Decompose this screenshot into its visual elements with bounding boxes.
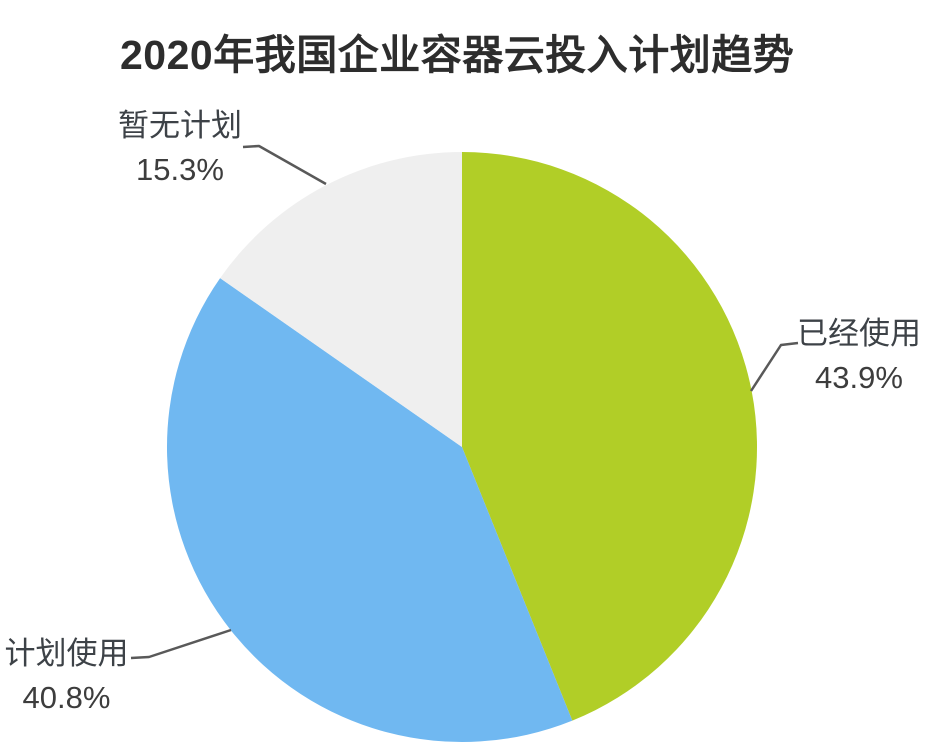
pie-slice-2 [220, 152, 462, 447]
slice-pct-plan-use: 40.8% [22, 680, 111, 716]
slice-name-no-plan: 暂无计划 [118, 108, 242, 143]
chart-title: 2020年我国企业容器云投入计划趋势 [120, 32, 795, 78]
pie-slice-0 [462, 152, 758, 721]
slice-name-in-use: 已经使用 [797, 316, 921, 351]
leader-line-in-use [749, 341, 799, 392]
pie-slice-1 [166, 278, 573, 743]
slice-pct-no-plan: 15.3% [136, 152, 224, 188]
slice-label-no-plan: 暂无计划 15.3% [96, 104, 264, 192]
slice-pct-in-use: 43.9% [815, 360, 903, 396]
pie-slices-group [166, 152, 758, 743]
leader-line-plan-use [130, 628, 232, 660]
leader-line-no-plan [242, 144, 327, 186]
slice-label-plan-use: 计划使用 40.8% [0, 632, 133, 720]
slice-name-plan-use: 计划使用 [4, 636, 129, 671]
slice-label-in-use: 已经使用 43.9% [791, 312, 927, 400]
